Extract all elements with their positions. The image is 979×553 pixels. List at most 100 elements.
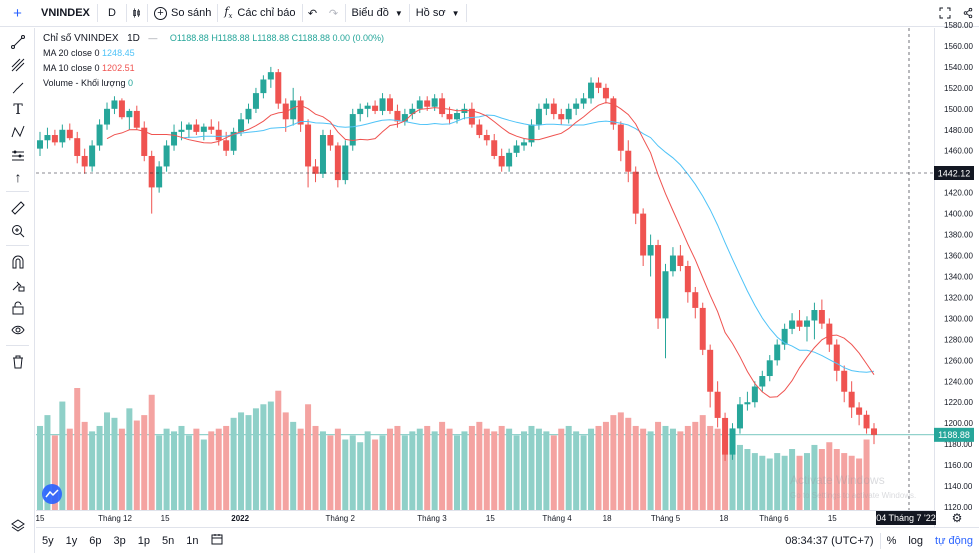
indicators-button[interactable]: fx Các chỉ báo	[224, 5, 296, 21]
date-range-icon[interactable]	[205, 533, 229, 548]
legend-volume-row[interactable]: Volume - Khối lượng 0	[43, 76, 384, 91]
arrow-up-icon[interactable]: ↑	[14, 169, 22, 185]
trash-icon[interactable]	[8, 352, 28, 372]
range-5y[interactable]: 5y	[42, 534, 54, 547]
volume-bar	[751, 453, 758, 510]
candle-body	[118, 100, 125, 118]
legend-ma10-row[interactable]: MA 10 close 0 1202.51	[43, 61, 384, 76]
candle-body	[372, 105, 379, 111]
candle	[468, 102, 475, 128]
candle-body	[215, 129, 222, 141]
trend-line-icon[interactable]	[8, 32, 28, 52]
candle	[66, 123, 73, 141]
ruler-icon[interactable]	[8, 198, 28, 218]
volume-bar	[305, 404, 312, 510]
eye-icon[interactable]	[8, 320, 28, 340]
undo-icon[interactable]: ↶	[307, 7, 318, 20]
range-1y[interactable]: 1y	[65, 534, 78, 547]
candle	[751, 381, 758, 408]
auto-toggle[interactable]: tự động	[935, 534, 973, 547]
candle	[312, 159, 319, 183]
volume-bar	[766, 458, 773, 510]
volume-bar	[59, 401, 66, 510]
candle-body	[722, 417, 729, 455]
candle-body	[379, 98, 386, 111]
interval-button[interactable]: D	[108, 7, 116, 19]
candle	[617, 121, 624, 162]
profile-dropdown[interactable]: Hồ sơ ▼	[415, 7, 460, 19]
legend-ma20-row[interactable]: MA 20 close 0 1248.45	[43, 46, 384, 61]
text-tool-icon[interactable]: T	[13, 102, 23, 118]
redo-icon[interactable]: ↷	[328, 7, 339, 20]
zoom-in-icon[interactable]	[8, 221, 28, 241]
range-5n[interactable]: 5n	[162, 534, 175, 547]
candle-body	[89, 145, 96, 167]
y-tick-label: 1200.00	[944, 419, 973, 428]
legend-hide-icon[interactable]: —	[148, 33, 158, 43]
candle	[133, 105, 140, 130]
crosshair-cursor-icon[interactable]: +	[13, 4, 22, 22]
volume-bar	[588, 428, 595, 510]
candle-type-icon[interactable]	[127, 0, 147, 27]
pattern-icon[interactable]	[8, 122, 28, 142]
share-icon[interactable]	[957, 0, 979, 27]
candle	[51, 129, 58, 146]
legend-interval: 1D	[127, 33, 140, 44]
range-1n[interactable]: 1n	[186, 534, 199, 547]
settings-gear-icon[interactable]: ⚙	[951, 511, 963, 525]
volume-bar	[357, 442, 364, 510]
lock-drawing-icon[interactable]	[8, 275, 28, 295]
candle	[803, 316, 810, 342]
candle	[96, 119, 103, 151]
brush-icon[interactable]	[8, 78, 28, 98]
compare-button[interactable]: + So sánh	[148, 0, 217, 27]
candle	[439, 93, 446, 118]
log-toggle[interactable]: log	[908, 534, 924, 547]
candle	[565, 103, 572, 124]
volume-bar	[37, 425, 43, 510]
range-3p[interactable]: 3p	[113, 534, 126, 547]
fib-tools-icon[interactable]	[8, 55, 28, 75]
range-6p[interactable]: 6p	[89, 534, 102, 547]
magnet-icon[interactable]	[8, 252, 28, 272]
candle-body	[74, 138, 81, 156]
volume-bar	[96, 425, 103, 510]
candle	[573, 98, 580, 116]
candle	[364, 102, 371, 118]
candle	[394, 104, 401, 128]
range-1p[interactable]: 1p	[137, 534, 150, 547]
prediction-icon[interactable]	[8, 145, 28, 165]
percent-toggle[interactable]: %	[886, 534, 897, 547]
y-tick-label: 1560.00	[944, 42, 973, 51]
candle-body	[156, 166, 163, 188]
volume-bar	[803, 453, 810, 510]
volume-bar	[74, 388, 81, 510]
x-tick-label: Tháng 3	[417, 514, 447, 523]
candle	[871, 423, 877, 445]
layers-icon[interactable]	[8, 516, 28, 536]
ma10-line	[106, 101, 875, 398]
legend-open: O1188.88	[169, 33, 209, 43]
chart-type-dropdown[interactable]: Biểu đồ ▼	[351, 7, 403, 19]
candle	[461, 103, 468, 120]
symbol-search[interactable]: VNINDEX	[35, 0, 97, 27]
candle	[290, 87, 297, 126]
candle-body	[833, 344, 840, 371]
candle-body	[848, 391, 855, 408]
volume-bar	[327, 435, 334, 510]
candle-body	[476, 124, 483, 136]
candle	[223, 131, 230, 156]
candle-body	[588, 82, 595, 99]
candle-body	[185, 124, 192, 130]
volume-bar	[260, 404, 267, 510]
candle	[736, 396, 743, 434]
candle	[44, 127, 51, 149]
candle-body	[803, 320, 810, 327]
candle	[81, 148, 88, 174]
lock-icon[interactable]	[8, 298, 28, 318]
y-tick-label: 1280.00	[944, 335, 973, 344]
clock-timezone[interactable]: 08:34:37 (UTC+7)	[785, 534, 874, 547]
volume-bar	[342, 439, 349, 510]
candle-body	[111, 100, 118, 109]
fullscreen-icon[interactable]	[933, 0, 957, 27]
